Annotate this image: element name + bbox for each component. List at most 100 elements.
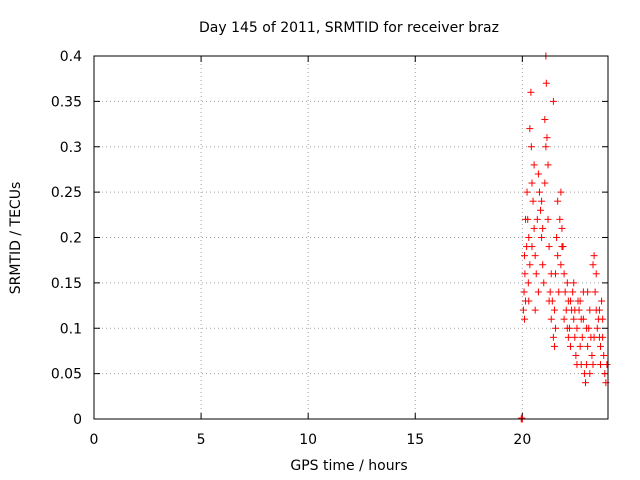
data-point — [567, 297, 575, 305]
y-tick-label: 0.1 — [60, 321, 82, 337]
data-point — [546, 288, 554, 296]
data-point — [563, 324, 571, 332]
data-point — [541, 179, 549, 187]
grid — [94, 56, 608, 419]
data-point — [600, 351, 608, 359]
data-point — [597, 342, 605, 350]
data-point — [571, 333, 579, 341]
data-point — [570, 315, 578, 323]
data-point — [588, 351, 596, 359]
data-point — [590, 252, 598, 260]
data-point — [520, 288, 528, 296]
x-tick-label: 5 — [197, 432, 206, 448]
data-point — [539, 261, 547, 269]
x-axis-title: GPS time / hours — [290, 458, 407, 474]
y-tick-label: 0.25 — [51, 185, 82, 201]
data-point — [571, 306, 579, 314]
data-point — [530, 224, 538, 232]
data-point — [522, 215, 530, 223]
data-point — [543, 134, 551, 142]
data-point — [531, 306, 539, 314]
data-point — [538, 197, 546, 205]
data-point — [601, 370, 609, 378]
y-tick-labels: 0 0.05 0.1 0.15 0.2 0.25 0.3 0.35 0.4 — [51, 49, 82, 428]
data-point — [595, 306, 603, 314]
data-point — [591, 288, 599, 296]
y-tick-label: 0.4 — [60, 49, 82, 65]
data-point — [527, 143, 535, 151]
data-point — [567, 342, 575, 350]
data-point — [576, 342, 584, 350]
data-point — [519, 306, 527, 314]
x-tick-label: 10 — [299, 432, 317, 448]
data-point — [523, 188, 531, 196]
data-point — [561, 288, 569, 296]
x-tick-label: 20 — [513, 432, 531, 448]
plot-frame — [93, 55, 609, 420]
data-point — [531, 252, 539, 260]
data-point — [577, 315, 585, 323]
data-point — [586, 370, 594, 378]
y-tick-label: 0 — [73, 412, 82, 428]
data-point — [520, 252, 528, 260]
data-point — [518, 414, 526, 422]
data-point — [584, 288, 592, 296]
data-point — [552, 324, 560, 332]
data-point — [598, 297, 606, 305]
data-point — [524, 279, 532, 287]
data-point — [542, 79, 550, 87]
data-point — [564, 333, 572, 341]
data-point — [558, 243, 566, 251]
data-point — [576, 297, 584, 305]
data-point — [547, 270, 555, 278]
data-point — [572, 351, 580, 359]
data-point — [540, 279, 548, 287]
data-point — [550, 306, 558, 314]
data-point — [534, 170, 542, 178]
data-point — [538, 234, 546, 241]
data-point — [603, 361, 611, 369]
data-point — [541, 116, 549, 124]
data-point — [529, 197, 537, 205]
x-tick-labels: 0 5 10 15 20 — [90, 432, 532, 448]
data-point — [573, 361, 581, 369]
data-point — [554, 197, 562, 205]
data-point — [549, 97, 557, 105]
data-point — [527, 88, 535, 96]
data-point — [560, 315, 568, 323]
data-point — [554, 252, 562, 260]
data-point — [545, 243, 553, 251]
data-point — [582, 379, 590, 387]
data-point — [525, 297, 533, 305]
data-point — [547, 315, 555, 323]
data-point — [526, 261, 534, 269]
data-point — [557, 188, 565, 196]
data-point — [539, 224, 547, 232]
data-point — [560, 270, 568, 278]
y-tick-label: 0.05 — [51, 367, 82, 383]
data-point — [533, 215, 541, 223]
data-point — [542, 143, 550, 151]
data-point — [583, 361, 591, 369]
data-point — [549, 333, 557, 341]
data-point — [537, 206, 545, 214]
data-point — [544, 215, 552, 223]
data-point — [590, 333, 598, 341]
data-point — [578, 333, 586, 341]
data-point — [597, 361, 605, 369]
data-point — [528, 179, 536, 187]
data-point — [521, 270, 529, 278]
data-point — [544, 161, 552, 169]
y-tick-label: 0.3 — [60, 140, 82, 156]
data-point — [583, 324, 591, 332]
data-point — [592, 270, 600, 278]
data-point — [528, 243, 536, 251]
data-point — [532, 270, 540, 278]
data-point — [570, 279, 578, 287]
data-points — [517, 52, 611, 423]
chart-title: Day 145 of 2011, SRMTID for receiver bra… — [199, 20, 499, 36]
y-tick-label: 0.2 — [60, 231, 82, 247]
data-point — [555, 288, 563, 296]
data-point — [599, 333, 607, 341]
